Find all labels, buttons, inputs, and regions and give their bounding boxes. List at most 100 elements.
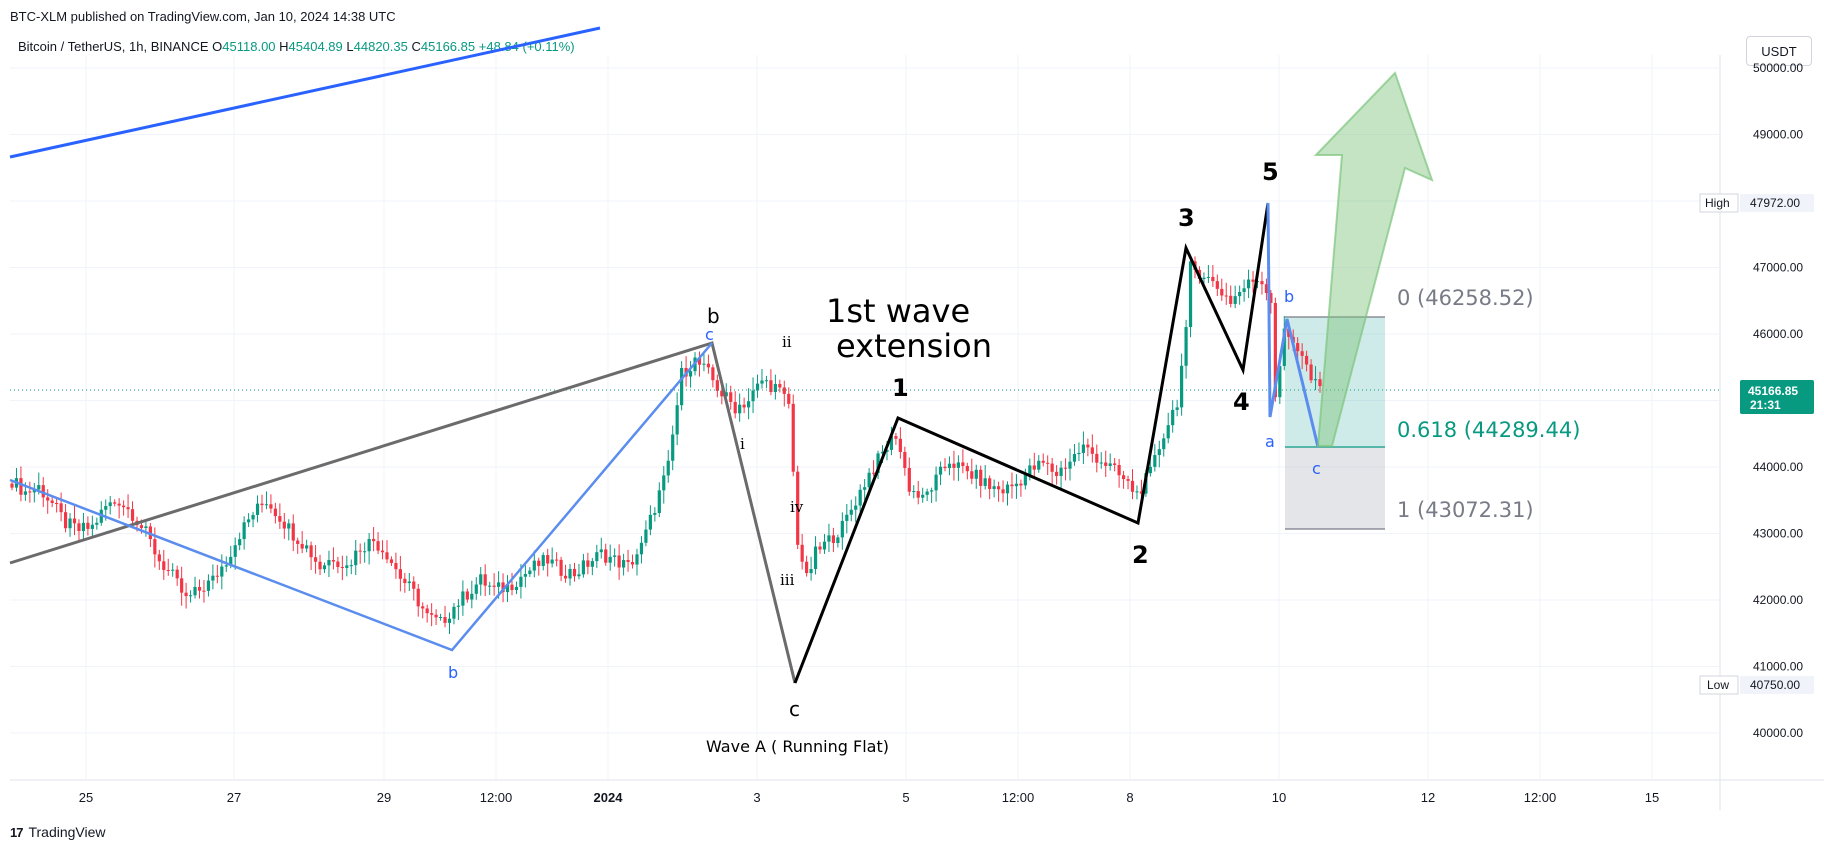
candle-body <box>514 586 519 591</box>
candle-body <box>1287 328 1291 337</box>
candle-body <box>662 475 666 491</box>
candle-body <box>269 504 273 509</box>
candle-body <box>827 535 831 542</box>
y-tick-label: 49000.00 <box>1753 128 1803 142</box>
candle-body <box>108 502 112 507</box>
candle-body <box>10 483 14 488</box>
last-price-badge: 45166.85 21:31 <box>1740 380 1814 414</box>
currency-button[interactable]: USDT <box>1746 36 1812 66</box>
candle-body <box>126 507 130 510</box>
candle-body <box>166 570 170 572</box>
x-tick-label: 25 <box>79 790 93 805</box>
candle-body <box>313 557 318 562</box>
candle-body <box>1121 475 1126 480</box>
candle-body <box>389 559 394 564</box>
candle-body <box>867 472 871 488</box>
candle-body <box>1206 276 1210 278</box>
y-tick-label: 40000.00 <box>1753 726 1803 740</box>
fib-label-0618: 0.618 (44289.44) <box>1397 418 1580 442</box>
candle-body <box>447 618 452 623</box>
candle-body <box>77 523 81 532</box>
candle-body <box>635 554 639 565</box>
candle-body <box>639 542 644 555</box>
candle-body <box>264 504 269 506</box>
candle-body <box>943 466 947 469</box>
wave-3-label: 3 <box>1178 204 1195 232</box>
label-b-gray: b <box>707 304 720 328</box>
y-tick-label: 46000.00 <box>1753 327 1803 341</box>
x-tick-label: 27 <box>227 790 241 805</box>
candle-body <box>532 560 536 571</box>
candle-body <box>510 584 514 591</box>
low-badge: Low 40750.00 <box>1699 675 1814 695</box>
candle-body <box>470 593 474 600</box>
candle-body <box>349 565 353 567</box>
candle-body <box>979 469 983 486</box>
candle-body <box>1278 365 1282 398</box>
candle-body <box>974 469 978 479</box>
candle-body <box>1095 453 1099 463</box>
candle-body <box>889 436 894 450</box>
candle-body <box>367 538 371 552</box>
candle-body <box>1028 465 1032 475</box>
candle-body <box>885 449 889 452</box>
grid <box>10 55 1720 780</box>
candle-body <box>95 522 99 525</box>
candle-body <box>72 518 77 524</box>
candle-body <box>782 387 786 394</box>
candle-body <box>32 489 36 493</box>
last-price-timer: 21:31 <box>1750 398 1781 412</box>
candle-body <box>180 578 184 593</box>
candle-body <box>961 462 965 466</box>
candle-body <box>398 569 402 579</box>
projection-arrow <box>1313 71 1434 447</box>
wave-4-label: 4 <box>1233 388 1250 416</box>
low-badge-label: Low <box>1707 678 1729 692</box>
candle-body <box>546 555 550 564</box>
candle-body <box>813 546 818 570</box>
candle-body <box>465 591 469 600</box>
x-tick-label: 3 <box>753 790 760 805</box>
wave-5-label: 5 <box>1262 158 1279 186</box>
y-tick-label: 50000.00 <box>1753 61 1803 75</box>
candle-body <box>996 486 1001 490</box>
candle-body <box>1220 288 1224 296</box>
y-tick-label: 44000.00 <box>1753 460 1803 474</box>
candle-body <box>1171 409 1175 426</box>
footer-brand: 17 TradingView <box>10 824 106 840</box>
candle-body <box>751 390 755 402</box>
wave-1-label: 1 <box>892 374 909 402</box>
candle-body <box>104 506 108 510</box>
candle-body <box>697 357 702 365</box>
candle-body <box>425 608 429 614</box>
candle-body <box>733 401 737 414</box>
candle-body <box>86 522 90 529</box>
candle-body <box>1077 452 1081 455</box>
publish-info: BTC-XLM published on TradingView.com, Ja… <box>10 9 396 24</box>
blue-trend-line <box>9 26 601 159</box>
candle-body <box>1224 295 1228 297</box>
candle-body <box>278 516 282 522</box>
candle-body <box>1246 279 1251 289</box>
candle-body <box>836 537 840 544</box>
candle-body <box>1166 425 1170 439</box>
candles <box>10 256 1322 635</box>
candle-body <box>947 463 952 469</box>
candle-body <box>871 472 876 474</box>
candle-body <box>1202 277 1206 279</box>
candle-body <box>1264 284 1269 294</box>
candle-body <box>229 556 233 566</box>
candle-body <box>818 546 822 550</box>
candle-body <box>970 471 974 479</box>
candle-body <box>430 613 434 615</box>
candle-body <box>541 555 545 566</box>
x-tick-label: 5 <box>902 790 909 805</box>
candle-body <box>496 582 501 587</box>
x-tick-label: 29 <box>377 790 391 805</box>
candle-body <box>1313 379 1318 381</box>
candle-body <box>90 524 94 529</box>
low-value: 44820.35 <box>353 39 408 54</box>
candle-body <box>921 494 925 498</box>
x-tick-label: 12:00 <box>1002 790 1035 805</box>
